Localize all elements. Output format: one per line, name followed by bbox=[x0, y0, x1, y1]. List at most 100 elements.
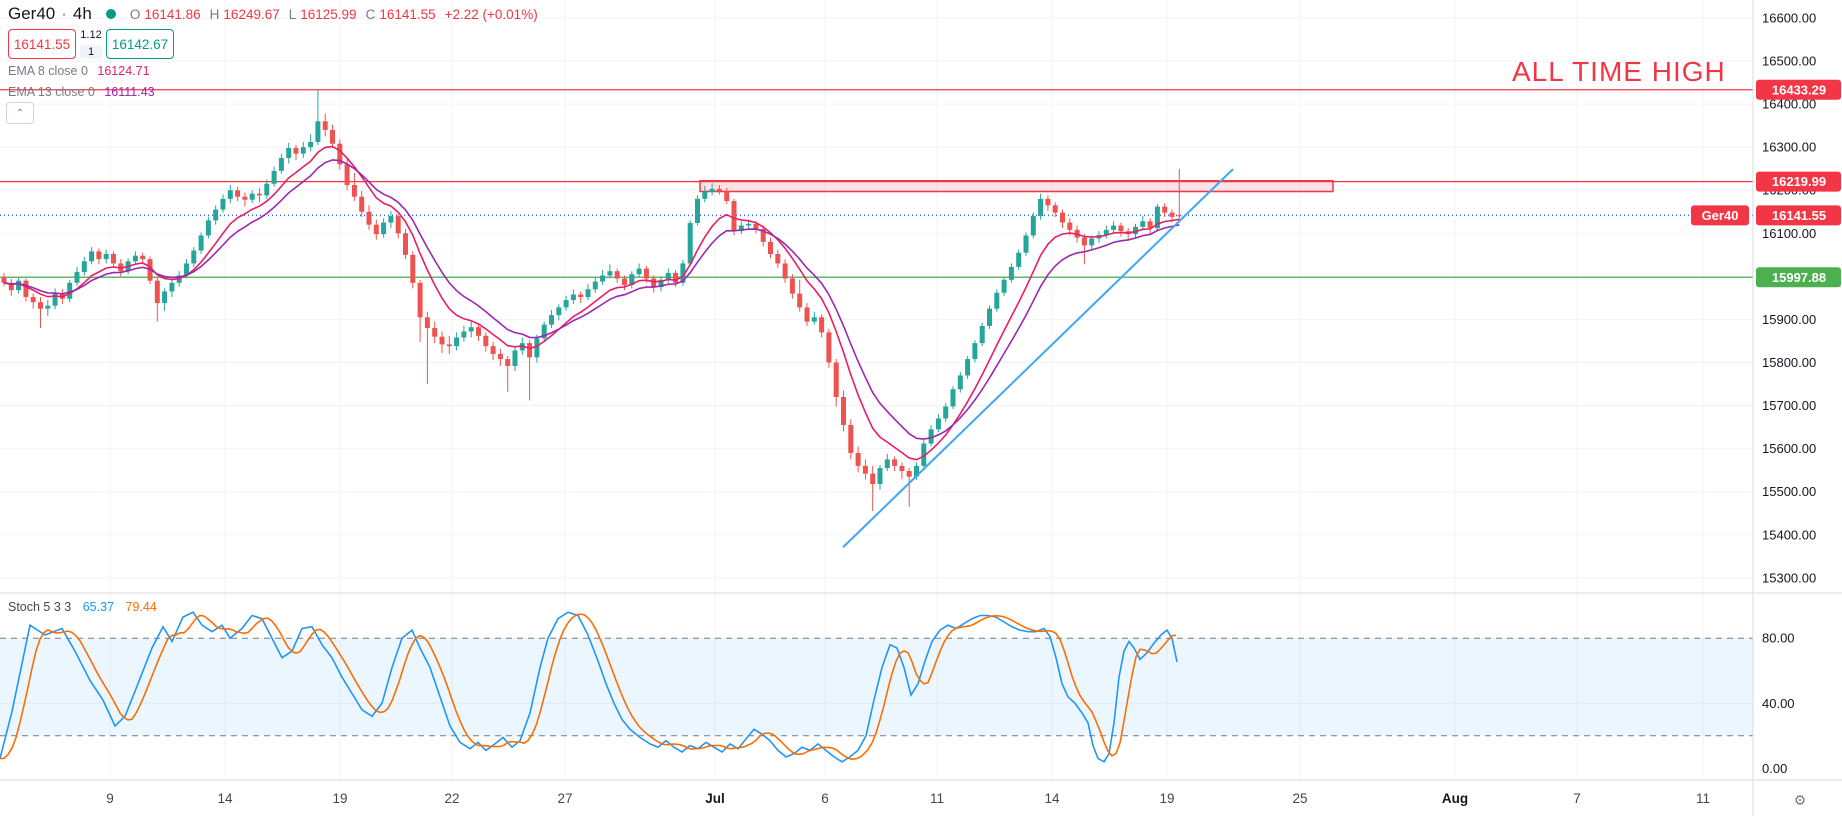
ema8-legend[interactable]: EMA 8 close 0 16124.71 bbox=[8, 64, 150, 78]
candle-body bbox=[578, 294, 584, 298]
candle-body bbox=[972, 343, 978, 360]
candle-body bbox=[702, 191, 708, 199]
time-tick-label: 6 bbox=[821, 791, 829, 806]
ema13-label: EMA 13 close 0 bbox=[8, 85, 95, 99]
stoch-tick-label: 0.00 bbox=[1762, 761, 1787, 776]
time-axis[interactable]: 9 14 19 22 27 Jul 6 11 14 19 25 Aug 7 11 bbox=[106, 791, 1710, 806]
candle-body bbox=[1001, 279, 1007, 293]
candle-body bbox=[782, 263, 788, 279]
stoch-label: Stoch 5 3 3 bbox=[8, 600, 72, 614]
time-tick-label: 27 bbox=[557, 791, 572, 806]
symbol-name[interactable]: Ger40 bbox=[8, 4, 56, 23]
candle-body bbox=[607, 271, 613, 276]
sell-button[interactable]: 16141.55 bbox=[8, 29, 76, 59]
ema13-legend[interactable]: EMA 13 close 0 16111.43 bbox=[8, 85, 155, 99]
candle-body bbox=[1060, 212, 1065, 223]
stoch-tick-label: 80.00 bbox=[1762, 631, 1795, 646]
trendline[interactable] bbox=[842, 168, 1234, 548]
ema8-label: EMA 8 close 0 bbox=[8, 64, 88, 78]
price-tick-label: 15800.00 bbox=[1762, 355, 1816, 370]
candle-body bbox=[461, 331, 467, 338]
market-status-icon[interactable] bbox=[105, 9, 116, 19]
settings-gear-icon[interactable]: ⚙ bbox=[1794, 792, 1807, 808]
time-tick-label: 9 bbox=[106, 791, 114, 806]
candle-body bbox=[979, 325, 985, 344]
price-tick-label: 16500.00 bbox=[1762, 54, 1816, 69]
candle-body bbox=[169, 282, 175, 292]
candle-body bbox=[914, 465, 919, 477]
ema8-line[interactable] bbox=[3, 145, 1180, 461]
candle-body bbox=[220, 198, 226, 210]
lot-size-field[interactable]: 1 bbox=[80, 45, 102, 59]
buy-button[interactable]: 16142.67 bbox=[106, 29, 174, 59]
candle-body bbox=[987, 308, 992, 326]
candle-body bbox=[242, 196, 248, 200]
time-tick-label: 19 bbox=[1159, 791, 1174, 806]
candle-body bbox=[870, 473, 876, 484]
candle-body bbox=[1154, 206, 1160, 229]
price-tick-label: 16100.00 bbox=[1762, 226, 1816, 241]
price-label-text: 16141.55 bbox=[1772, 208, 1826, 223]
candle-body bbox=[315, 121, 321, 142]
candles-layer[interactable] bbox=[1, 89, 1182, 512]
candle-body bbox=[213, 209, 219, 221]
candle-body bbox=[541, 324, 547, 339]
price-label-last-price bbox=[1756, 205, 1841, 226]
candle-body bbox=[716, 188, 722, 192]
candle-body bbox=[841, 396, 846, 425]
candle-body bbox=[337, 143, 343, 165]
candle-body bbox=[673, 272, 679, 283]
candle-body bbox=[293, 148, 299, 154]
candle-body bbox=[892, 459, 898, 466]
candle-body bbox=[322, 121, 328, 130]
candle-body bbox=[585, 289, 591, 298]
time-tick-label: 14 bbox=[1044, 791, 1060, 806]
price-axis[interactable]: 16600.0016500.0016400.0016300.0016200.00… bbox=[1762, 10, 1816, 775]
candle-body bbox=[994, 292, 1000, 309]
candle-body bbox=[826, 332, 832, 363]
candle-body bbox=[629, 274, 635, 285]
stoch-d-line[interactable] bbox=[0, 613, 1177, 761]
collapse-legend-button[interactable]: ⌃ bbox=[6, 102, 34, 124]
price-tick-label: 16600.00 bbox=[1762, 10, 1816, 25]
timeframe-label[interactable]: 4h bbox=[72, 4, 92, 23]
stoch-tick-label: 40.00 bbox=[1762, 696, 1795, 711]
candle-body bbox=[965, 359, 971, 376]
candle-body bbox=[81, 261, 87, 273]
low-label: L bbox=[288, 6, 297, 22]
candle-body bbox=[271, 170, 277, 184]
candle-body bbox=[52, 293, 58, 306]
candle-body bbox=[468, 327, 474, 332]
candle-body bbox=[388, 216, 394, 223]
candle-body bbox=[928, 429, 934, 444]
candle-body bbox=[235, 190, 241, 197]
candle-body bbox=[8, 282, 14, 291]
candle-body bbox=[1, 277, 7, 283]
candle-body bbox=[1030, 216, 1036, 236]
stoch-legend[interactable]: Stoch 5 3 3 65.37 79.44 bbox=[8, 600, 157, 614]
candle-body bbox=[439, 336, 445, 345]
candle-body bbox=[249, 193, 255, 200]
candle-body bbox=[746, 223, 752, 226]
candle-body bbox=[921, 443, 927, 466]
candle-body bbox=[1016, 252, 1022, 267]
ema13-line[interactable] bbox=[3, 159, 1180, 440]
candle-body bbox=[140, 255, 146, 260]
close-label: C bbox=[365, 6, 376, 22]
candle-body bbox=[45, 305, 51, 309]
candle-body bbox=[957, 375, 963, 390]
all-time-high-annotation[interactable]: ALL TIME HIGH bbox=[1512, 56, 1726, 87]
candle-body bbox=[819, 317, 825, 333]
candle-body bbox=[549, 315, 554, 325]
candle-body bbox=[724, 191, 730, 201]
price-tick-label: 15700.00 bbox=[1762, 398, 1816, 413]
candle-body bbox=[366, 211, 372, 225]
supply-zone-rectangle[interactable] bbox=[699, 180, 1334, 193]
candle-body bbox=[490, 346, 496, 354]
candle-body bbox=[476, 327, 481, 336]
candle-body bbox=[848, 424, 854, 453]
candle-body bbox=[1140, 221, 1146, 227]
candle-body bbox=[381, 222, 387, 235]
